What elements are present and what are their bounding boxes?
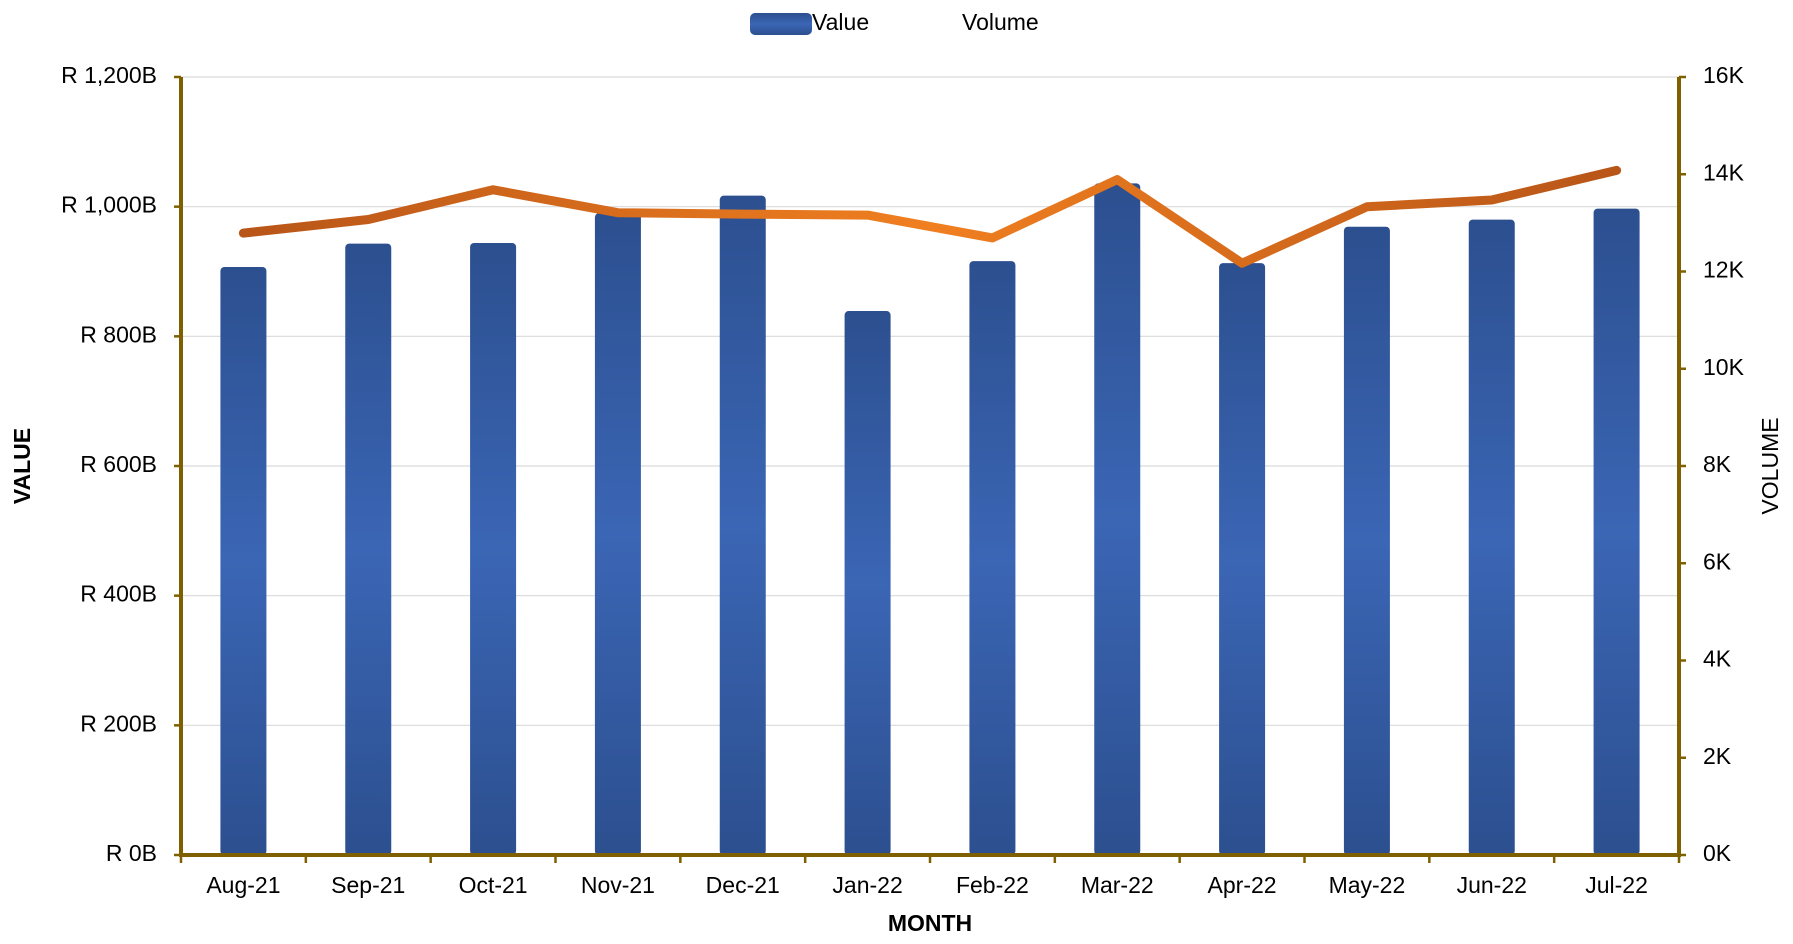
y2-tick-label: 8K bbox=[1703, 451, 1732, 477]
bar bbox=[969, 261, 1016, 855]
bar bbox=[719, 195, 766, 855]
bar bbox=[1219, 263, 1266, 855]
y2-tick-label: 6K bbox=[1703, 548, 1732, 574]
x-axis-title: MONTH bbox=[888, 910, 972, 936]
y2-tick-label: 12K bbox=[1703, 257, 1745, 283]
x-tick-label: Dec-21 bbox=[706, 872, 780, 898]
legend-swatch bbox=[750, 13, 812, 35]
x-tick-label: Apr-22 bbox=[1208, 872, 1277, 898]
bar bbox=[345, 243, 392, 855]
y-tick-label: R 400B bbox=[80, 581, 157, 607]
y2-tick-label: 16K bbox=[1703, 62, 1745, 88]
y-tick-label: R 0B bbox=[106, 840, 157, 866]
legend-label: Value bbox=[812, 9, 869, 35]
x-tick-label: Nov-21 bbox=[581, 872, 655, 898]
bar bbox=[1593, 208, 1640, 855]
x-tick-label: Jul-22 bbox=[1585, 872, 1648, 898]
x-tick-label: Mar-22 bbox=[1081, 872, 1154, 898]
x-tick-label: Jun-22 bbox=[1457, 872, 1527, 898]
bar bbox=[1094, 183, 1141, 855]
legend-label: Volume bbox=[962, 9, 1039, 35]
y-tick-label: R 200B bbox=[80, 710, 157, 736]
bar bbox=[470, 242, 517, 855]
y-tick-label: R 600B bbox=[80, 451, 157, 477]
x-tick-label: Feb-22 bbox=[956, 872, 1029, 898]
x-tick-label: Aug-21 bbox=[206, 872, 280, 898]
bar bbox=[844, 311, 891, 855]
y-tick-label: R 1,200B bbox=[61, 62, 157, 88]
line bbox=[238, 165, 1622, 268]
x-tick-label: Jan-22 bbox=[832, 872, 902, 898]
y-tick-label: R 800B bbox=[80, 321, 157, 347]
y-axis-title: VALUE bbox=[9, 428, 35, 504]
y2-tick-label: 4K bbox=[1703, 646, 1732, 672]
y-tick-label: R 1,000B bbox=[61, 192, 157, 218]
x-tick-label: Sep-21 bbox=[331, 872, 405, 898]
y2-tick-label: 10K bbox=[1703, 354, 1745, 380]
y2-tick-label: 0K bbox=[1703, 840, 1732, 866]
bar bbox=[1343, 226, 1390, 855]
bar bbox=[594, 213, 641, 855]
y2-axis-title: VOLUME bbox=[1757, 417, 1783, 514]
bar bbox=[220, 266, 267, 855]
y2-tick-label: 14K bbox=[1703, 159, 1745, 185]
y2-tick-label: 2K bbox=[1703, 743, 1732, 769]
x-tick-label: Oct-21 bbox=[459, 872, 528, 898]
bar bbox=[1468, 219, 1515, 856]
x-tick-label: May-22 bbox=[1329, 872, 1406, 898]
